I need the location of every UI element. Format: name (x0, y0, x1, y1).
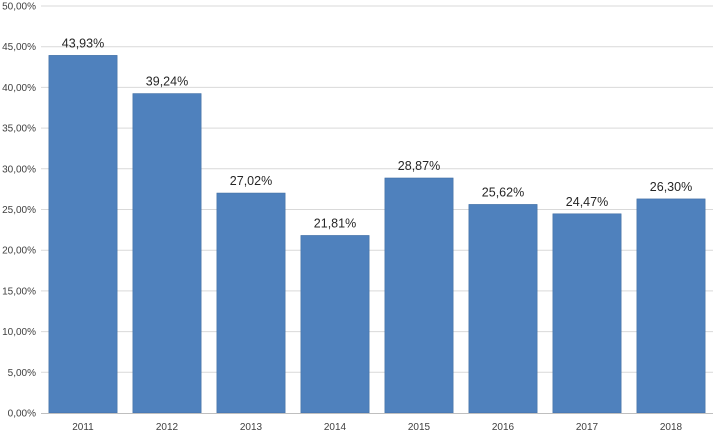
bar-2011 (48, 55, 118, 414)
x-tick-label: 2017 (576, 422, 599, 433)
x-tick-label: 2013 (240, 422, 263, 433)
bar-2015 (384, 177, 454, 414)
data-label: 39,24% (146, 75, 188, 89)
y-axis-ticks: 0,00% 5,00% 10,00% 15,00% 20,00% 25,00% 30,00%… (2, 2, 36, 420)
y-tick-label: 30,00% (2, 164, 36, 175)
x-tick-label: 2011 (72, 422, 94, 433)
y-tick-label: 40,00% (2, 83, 36, 94)
y-tick-label: 50,00% (2, 2, 36, 13)
bars (48, 55, 706, 414)
data-label: 28,87% (398, 159, 440, 173)
data-label: 43,93% (62, 36, 104, 50)
bar-2014 (300, 235, 370, 414)
y-tick-label: 45,00% (2, 42, 36, 53)
bar-2013 (216, 192, 286, 414)
x-tick-label: 2012 (156, 422, 179, 433)
bar-2016 (468, 204, 538, 414)
y-tick-label: 20,00% (2, 246, 36, 257)
y-tick-label: 0,00% (8, 409, 36, 420)
y-tick-label: 15,00% (2, 286, 36, 297)
x-tick-label: 2018 (660, 422, 683, 433)
data-label: 21,81% (314, 216, 356, 230)
data-label: 24,47% (566, 195, 608, 209)
data-label: 27,02% (230, 174, 272, 188)
bar-2012 (132, 93, 202, 414)
data-label: 26,30% (650, 180, 692, 194)
x-tick-label: 2014 (324, 422, 347, 433)
x-tick-label: 2016 (492, 422, 515, 433)
y-tick-label: 5,00% (8, 368, 36, 379)
x-axis-ticks: 2011 2012 2013 2014 2015 2016 2017 2018 (72, 422, 682, 433)
data-label: 25,62% (482, 185, 524, 199)
x-tick-label: 2015 (408, 422, 431, 433)
y-tick-label: 25,00% (2, 205, 36, 216)
y-tick-label: 35,00% (2, 124, 36, 135)
data-labels: 43,93% 39,24% 27,02% 21,81% 28,87% 25,62% 24,4… (62, 36, 692, 230)
y-tick-label: 10,00% (2, 327, 36, 338)
bar-2017 (552, 213, 622, 414)
bar-2018 (636, 198, 706, 414)
